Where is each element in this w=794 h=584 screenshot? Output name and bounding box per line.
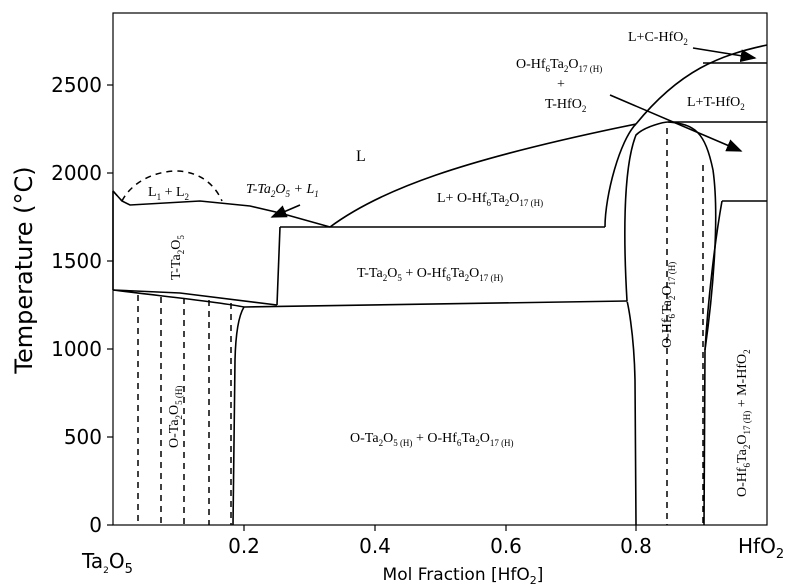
m-hfo2-boundary <box>704 200 723 351</box>
arrow-t-ta2o5-l1 <box>270 204 301 218</box>
annotation-arrows <box>270 47 757 218</box>
label-o-ta2o5-h: O-Ta2O5 (H) <box>167 386 184 448</box>
y-tick-label-500: 500 <box>64 425 102 449</box>
left-end-dash <box>112 190 123 202</box>
label-o-ta2o5-plus-o-hf6: O-Ta2O5 (H) + O-Hf6Ta2O17 (H) <box>350 431 514 448</box>
label-o-plus-t-hfo2: O-Hf6Ta2O17 (H) + T-HfO2 <box>516 57 602 114</box>
x-tick-label-0.2: 0.2 <box>228 534 260 558</box>
x-axis-label: Mol Fraction [HfO2] <box>383 565 544 584</box>
label-t-ta2o5-plus-o-hf6: T-Ta2O5 + O-Hf6Ta2O17 (H) <box>357 266 503 283</box>
y-tick-label-2500: 2500 <box>51 73 102 97</box>
miscibility-gap-dome <box>121 170 223 202</box>
label-l-t-hfo2: L+T-HfO2 <box>687 95 745 112</box>
label-o-plus-t-plus: + <box>557 77 565 92</box>
label-o-plus-t-line1: O-Hf6Ta2O17 (H) <box>516 57 602 74</box>
x-tick-label-0.4: 0.4 <box>359 534 391 558</box>
dashed-lines <box>112 128 704 525</box>
label-t-ta2o5-l1: T-Ta2O5 + L1 <box>246 182 319 199</box>
o-phase-left-liquidus <box>604 123 637 228</box>
y-tick-label-2000: 2000 <box>51 161 102 185</box>
liquidus-right <box>329 123 637 228</box>
arrow-l-c-hfo2 <box>692 47 757 63</box>
label-o-hf6-single: O-Hf6Ta2O17 (H) <box>660 262 677 348</box>
y-tick-label-0: 0 <box>89 513 102 537</box>
x-left-end-label: Ta2O5 <box>81 549 133 577</box>
label-liquid: L <box>356 148 366 165</box>
y-tick-label-1000: 1000 <box>51 337 102 361</box>
o-ta2o5-top <box>112 289 245 308</box>
arrow-o-plus-t <box>609 94 743 152</box>
o-hf6-left-boundary <box>624 121 669 526</box>
label-t-ta2o5: T-Ta2O5 <box>169 235 186 280</box>
label-l1-l2: L1 + L2 <box>148 185 189 202</box>
label-l-plus-o-hf6: L+ O-Hf6Ta2O17 (H) <box>437 191 543 208</box>
label-l-c-hfo2: L+C-HfO2 <box>628 30 688 47</box>
label-o-hf6-plus-m-hfo2: O-Hf6Ta2O17 (H) + M-HfO2 <box>735 349 752 497</box>
x-right-end-label: HfO2 <box>738 534 784 562</box>
o-ta2o5-boundary <box>232 306 245 526</box>
liquidus-hfo2 <box>635 44 768 125</box>
y-tick-label-1500: 1500 <box>51 249 102 273</box>
y-axis-label: Temperature (°C) <box>10 166 38 374</box>
x-ticks: 0.2 0.4 0.6 0.8 <box>228 525 652 558</box>
x-tick-label-0.6: 0.6 <box>490 534 522 558</box>
iso-1250 <box>243 300 628 308</box>
x-tick-label-0.8: 0.8 <box>620 534 652 558</box>
t-ta2o5-lower-boundary <box>112 289 278 306</box>
t-ta2o5-right-boundary <box>276 226 281 306</box>
y-ticks: 0 500 1000 1500 2000 2500 <box>51 73 113 537</box>
label-o-plus-t-line2: T-HfO2 <box>545 97 586 114</box>
